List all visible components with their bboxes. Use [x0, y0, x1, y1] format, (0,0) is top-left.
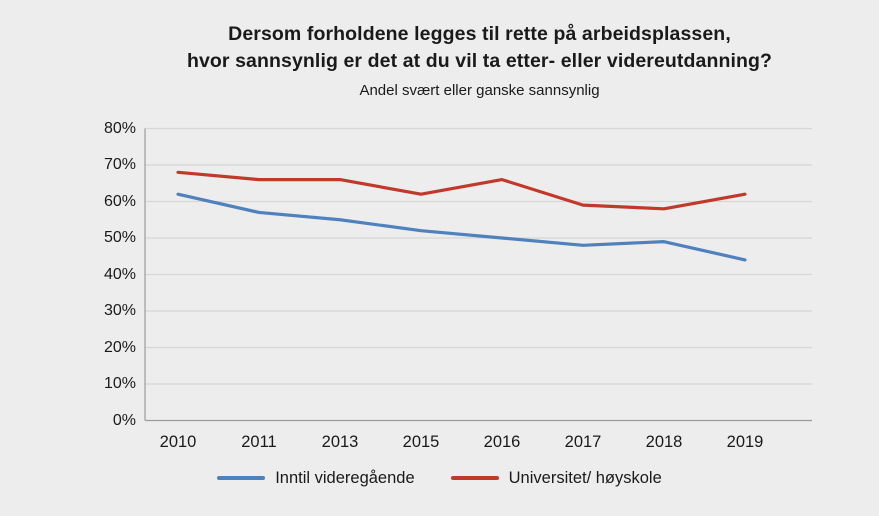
x-axis-tick-label: 2013: [321, 433, 359, 451]
y-axis-tick-label: 20%: [103, 338, 136, 356]
legend-item-1: Universitet/ høyskole: [450, 468, 662, 488]
legend-line-swatch: [217, 476, 266, 480]
x-axis-tick-label: 2016: [483, 433, 521, 451]
y-axis-tick-label: 10%: [103, 375, 136, 392]
chart-title-line-1: Dersom forholdene legges til rette på ar…: [228, 23, 731, 45]
legend-label: Inntil videregående: [275, 468, 415, 487]
y-axis-tick-label: 40%: [103, 265, 136, 283]
series-line-0: [176, 192, 747, 262]
y-axis-tick-label: 0%: [112, 411, 136, 429]
legend-item-0: Inntil videregående: [217, 468, 415, 488]
legend-line-swatch: [450, 476, 499, 480]
x-axis-tick-label: 2018: [645, 433, 683, 451]
y-axis-tick-label: 60%: [103, 192, 136, 210]
y-axis-tick-label: 30%: [103, 302, 136, 319]
x-axis-tick-label: 2010: [159, 433, 197, 451]
y-axis-tick-label: 50%: [103, 229, 136, 246]
y-axis-tick-label: 80%: [103, 119, 136, 137]
series-line-1: [176, 170, 747, 211]
chart-title-line-2: hvor sannsynlig er det at du vil ta ette…: [186, 50, 773, 72]
legend: Inntil videregående Universitet/ høyskole: [0, 462, 879, 494]
legend-label: Universitet/ høyskole: [508, 468, 662, 487]
x-axis-tick-label: 2019: [726, 433, 764, 451]
chart-subtitle: Andel svært eller ganske sannsynlig: [359, 82, 600, 99]
x-axis-tick-label: 2011: [241, 433, 277, 451]
x-axis-tick-label: 2015: [402, 433, 440, 451]
y-axis-tick-label: 70%: [103, 156, 136, 173]
chart-header: Dersom forholdene legges til rette på ar…: [80, 21, 879, 99]
x-axis-tick-label: 2017: [564, 433, 602, 451]
